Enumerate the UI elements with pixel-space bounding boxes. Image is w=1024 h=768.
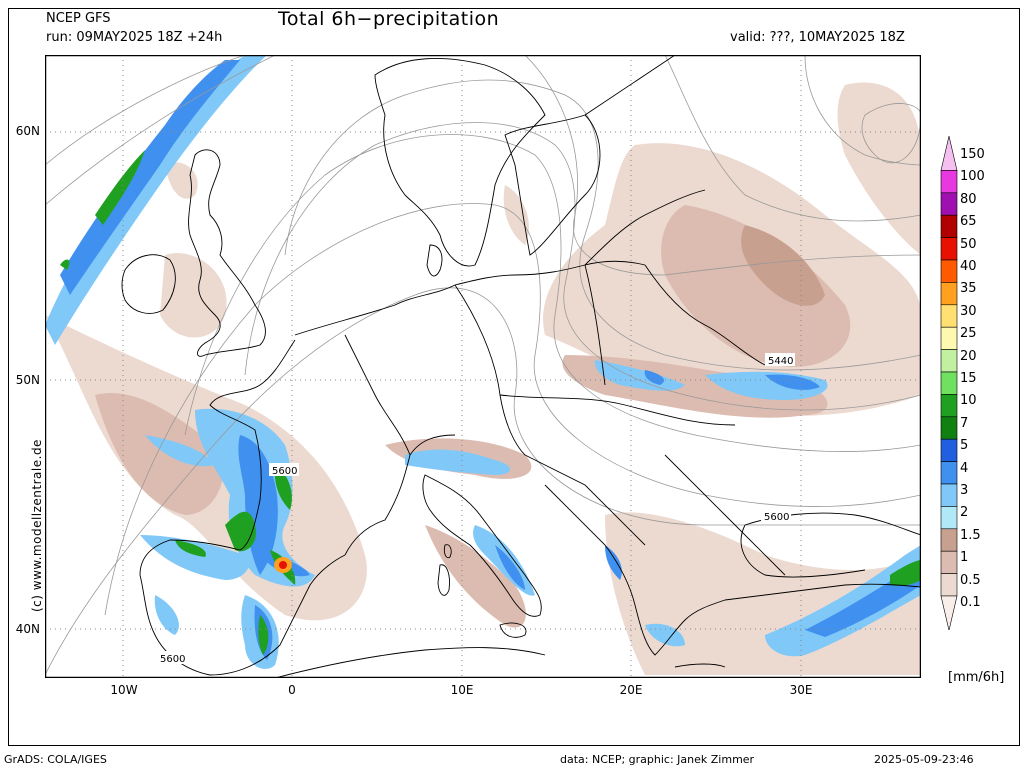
footer-grads: GrADS: COLA/IGES [4,753,107,766]
contour-label-5600-france: 5600 [272,466,297,477]
eastern-europe-rain [594,360,828,400]
coastlines-borders [121,55,921,678]
alps-italy-rain [405,449,622,596]
legend-label-10: 10 [960,393,977,409]
legend-swatch-150 [940,136,958,171]
contour-label-5600-balkans: 5600 [764,512,789,523]
legend-swatch-65 [940,214,958,238]
legend-swatch-0.5 [940,573,958,597]
lon-label-10e: 10E [450,683,474,697]
legend-label-1.5: 1.5 [960,527,981,543]
legend-label-100: 100 [960,169,985,185]
legend-label-30: 30 [960,303,977,319]
legend-label-25: 25 [960,326,977,342]
legend-swatch-7 [940,416,958,440]
legend-swatch-40 [940,259,958,283]
legend-swatch-80 [940,192,958,216]
legend-label-80: 80 [960,191,977,207]
legend-label-0.5: 0.5 [960,572,981,588]
lat-label-60n: 60N [15,124,40,138]
legend-swatch-5 [940,438,958,462]
legend-label-35: 35 [960,281,977,297]
legend-label-0.1: 0.1 [960,595,981,610]
legend-swatch-2 [940,506,958,530]
legend-swatch-15 [940,371,958,395]
legend-swatch-1.5 [940,528,958,552]
valid-time: valid: ???, 10MAY2025 18Z [730,30,905,45]
legend-label-3: 3 [960,483,969,498]
geopotential-contours [45,55,921,676]
legend-label-4: 4 [960,460,969,476]
legend-label-7: 7 [960,415,969,431]
legend-label-15: 15 [960,371,977,386]
legend-label-50: 50 [960,236,977,252]
precipitation-map: 5440 5600 5600 5600 [45,55,921,678]
lon-label-20e: 20E [619,683,643,697]
legend-swatch-35 [940,282,958,306]
model-name: NCEP GFS [46,11,111,26]
lat-label-50n: 50N [15,373,40,387]
lon-label-30e: 30E [789,683,813,697]
legend-swatch-10 [940,394,958,418]
contour-labels: 5440 5600 5600 5600 [157,353,795,665]
color-legend [940,136,958,630]
legend-label-40: 40 [960,259,977,274]
contour-label-5600-iberia: 5600 [160,654,185,665]
legend-swatch-50 [940,237,958,261]
legend-label-150: 150 [960,147,985,162]
legend-swatch-25 [940,326,958,350]
legend-swatch-30 [940,304,958,328]
legend-swatch-20 [940,349,958,373]
copyright-note: (c) www.modellzentrale.de [30,439,44,612]
atlantic-rain-band [45,55,267,345]
lon-label-0: 0 [288,683,296,697]
plot-frame [8,8,1020,746]
legend-units: [mm/6h] [948,670,1005,685]
legend-swatch-100 [940,170,958,194]
legend-label-2: 2 [960,505,969,521]
legend-label-20: 20 [960,348,977,364]
legend-swatch-4 [940,461,958,485]
map-title: Total 6h−precipitation [278,8,500,30]
legend-swatch-3 [940,483,958,507]
contour-label-5440: 5440 [768,356,793,367]
lon-label-10w: 10W [110,683,138,697]
lat-label-40n: 40N [15,622,40,636]
run-info: run: 09MAY2025 18Z +24h [46,30,223,45]
legend-label-5: 5 [960,438,969,454]
footer-credits: data: NCEP; graphic: Janek Zimmer [560,753,755,766]
legend-label-65: 65 [960,214,977,230]
legend-swatch-1 [940,550,958,574]
footer-timestamp: 2025-05-09-23:46 [874,753,974,766]
legend-swatch-0.1 [940,595,958,630]
legend-label-1: 1 [960,550,969,566]
graticule [45,55,921,678]
